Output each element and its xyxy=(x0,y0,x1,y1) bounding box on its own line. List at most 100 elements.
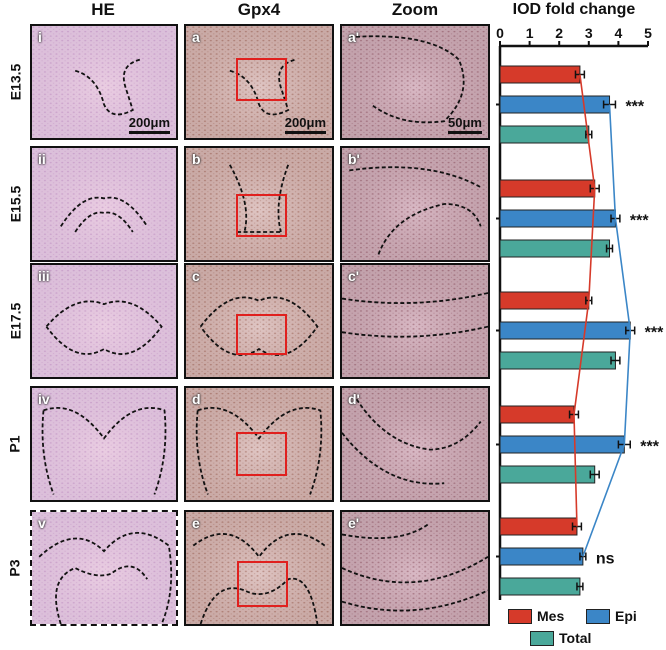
legend-label-total: Total xyxy=(559,630,592,646)
panel-label: c xyxy=(192,268,200,284)
epithelium-outline xyxy=(197,408,322,494)
bar-total-e17-5 xyxy=(499,351,616,370)
panel-label: iv xyxy=(38,391,50,407)
panel-label: v xyxy=(38,515,46,531)
legend-mes: Mes xyxy=(508,608,564,624)
epithelium-outline xyxy=(46,301,161,354)
epithelium-outline xyxy=(342,523,488,610)
tissue-image xyxy=(186,388,332,500)
chart-title: IOD fold change xyxy=(513,1,636,18)
zoom-scale-bar: 50μm xyxy=(448,115,482,134)
legend-label-mes: Mes xyxy=(537,608,565,624)
row-label-text: E13.5 xyxy=(7,63,23,101)
panel-label: b xyxy=(192,151,201,167)
epithelium-outline xyxy=(349,36,463,122)
panel-label: b' xyxy=(348,151,360,167)
panel-label: a' xyxy=(348,29,360,45)
panel-label: a xyxy=(192,29,200,45)
trend-line-mes xyxy=(573,74,596,527)
significance-label: *** xyxy=(630,213,649,230)
bar-mes-p3 xyxy=(499,517,578,536)
significance-label: ns xyxy=(596,551,615,568)
panel-label: i xyxy=(38,29,42,45)
bar-total-e15-5 xyxy=(499,239,611,258)
zoom-panel-p3: e' xyxy=(340,510,490,626)
gpx-panel-p3: e xyxy=(184,510,334,626)
bar-mes-e17-5 xyxy=(499,291,590,310)
roi-box xyxy=(235,313,287,356)
bar-mes-e13-5 xyxy=(499,65,581,84)
panel-label: c' xyxy=(348,268,360,284)
scale-bar-line xyxy=(284,131,326,134)
bar-epi-e15-5 xyxy=(499,209,616,228)
zoom-panel-e17-5: c' xyxy=(340,263,490,379)
tissue-image xyxy=(342,148,488,260)
legend-swatch-mes xyxy=(508,608,532,624)
tissue-image xyxy=(186,265,332,377)
tissue-image xyxy=(342,512,488,624)
scale-bar-line xyxy=(128,131,170,134)
panel-label: d' xyxy=(348,391,360,407)
column-title-zoom: Zoom xyxy=(391,0,439,19)
legend-swatch-epi xyxy=(586,608,610,624)
bar-mes-p1 xyxy=(499,405,575,424)
bar-epi-p1 xyxy=(499,435,625,454)
tissue-image xyxy=(186,148,332,260)
gpx-panel-e17-5: c xyxy=(184,263,334,379)
he-panel-e15-5: ii xyxy=(30,146,178,262)
trend-line-epi xyxy=(582,104,632,557)
legend-total: Total xyxy=(530,630,591,646)
panel-label: d xyxy=(192,391,201,407)
epithelium-outline xyxy=(342,399,481,484)
row-label-e13-5: E13.5 xyxy=(2,24,28,140)
row-label-text: E15.5 xyxy=(7,185,23,223)
zoom-panel-e15-5: b' xyxy=(340,146,490,262)
zoom-panel-p1: d' xyxy=(340,386,490,502)
epithelium-outline xyxy=(75,60,140,115)
tissue-image xyxy=(32,26,176,138)
x-tick-label: 1 xyxy=(526,25,534,41)
scale-bar-label: 50μm xyxy=(448,115,482,130)
scale-bar-line xyxy=(448,131,482,134)
iod-bar-chart: IOD fold change 0 1 2 3 4 5 *** *** *** *** ns xyxy=(496,1,664,600)
row-label-text: P3 xyxy=(7,559,23,577)
epithelium-outline xyxy=(349,167,480,254)
roi-box xyxy=(235,194,287,238)
tissue-image xyxy=(342,388,488,500)
legend-epi: Epi xyxy=(586,608,637,624)
he-panel-p1: iv xyxy=(30,386,178,502)
bar-total-e13-5 xyxy=(499,125,590,144)
scale-bar-label: 200μm xyxy=(284,115,326,130)
bar-total-p3 xyxy=(499,577,581,596)
he-panel-e17-5: iii xyxy=(30,263,178,379)
significance-label: *** xyxy=(625,99,644,116)
scale-bar-label: 200μm xyxy=(128,115,170,130)
panel-label: ii xyxy=(38,151,46,167)
x-tick-label: 0 xyxy=(496,25,504,41)
gpx-panel-e15-5: b xyxy=(184,146,334,262)
zoom-panel-e13-5: a' 50μm xyxy=(340,24,490,140)
epithelium-outline xyxy=(43,408,166,494)
tissue-image xyxy=(32,265,176,377)
gpx-panel-e13-5: a 200μm xyxy=(184,24,334,140)
panel-label: e' xyxy=(348,515,360,531)
tissue-image xyxy=(186,26,332,138)
legend-label-epi: Epi xyxy=(615,608,637,624)
bar-epi-e17-5 xyxy=(499,321,631,340)
tissue-image xyxy=(32,148,176,260)
column-title-he: HE xyxy=(91,0,115,19)
epithelium-outline xyxy=(230,165,288,232)
tissue-image xyxy=(32,512,176,624)
x-tick-label: 2 xyxy=(555,25,563,41)
epithelium-outline xyxy=(193,534,324,624)
row-label-p1: P1 xyxy=(2,386,28,502)
x-tick-label: 5 xyxy=(644,25,652,41)
row-label-text: P1 xyxy=(7,435,23,453)
roi-box xyxy=(237,560,288,608)
gpx-panel-p1: d xyxy=(184,386,334,502)
row-label-text: E17.5 xyxy=(7,302,23,340)
x-tick-label: 4 xyxy=(615,25,623,41)
he-panel-e13-5: i 200μm xyxy=(30,24,178,140)
significance-label: *** xyxy=(640,439,659,456)
row-label-e15-5: E15.5 xyxy=(2,146,28,262)
